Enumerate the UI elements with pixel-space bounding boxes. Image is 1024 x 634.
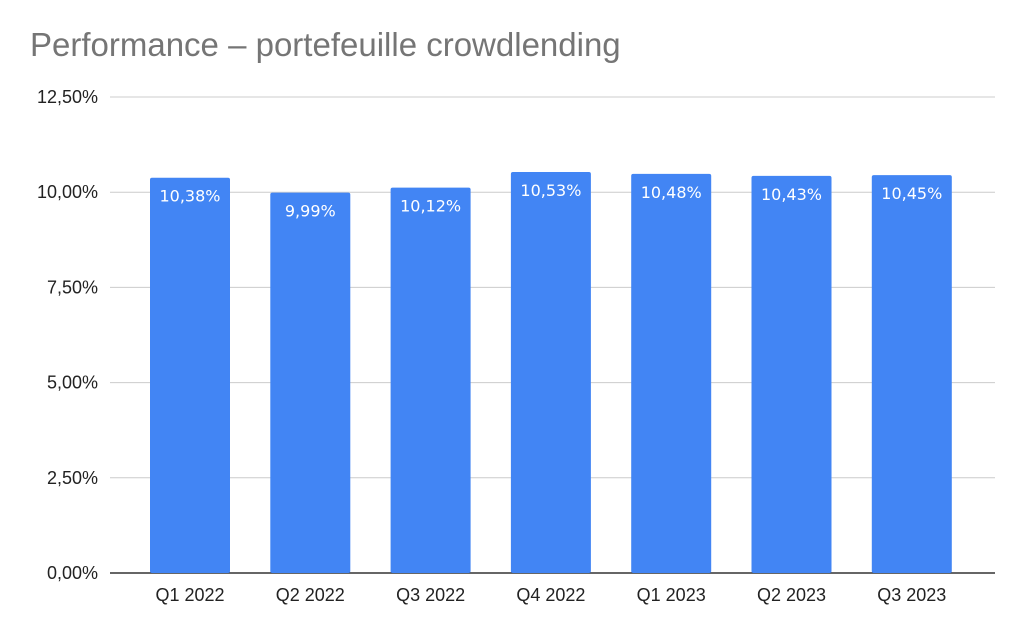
bar xyxy=(150,177,230,573)
y-tick-label: 12,50% xyxy=(37,87,98,107)
bar xyxy=(631,173,712,573)
x-tick-label: Q1 2022 xyxy=(155,585,224,605)
y-tick-label: 5,00% xyxy=(47,373,98,393)
data-label: 10,43% xyxy=(761,185,822,204)
y-tick-label: 10,00% xyxy=(37,182,98,202)
y-tick-label: 0,00% xyxy=(47,563,98,583)
x-tick-label: Q1 2023 xyxy=(637,585,706,605)
bar xyxy=(510,172,591,574)
x-tick-label: Q3 2023 xyxy=(877,585,946,605)
data-label: 10,38% xyxy=(159,187,220,206)
x-tick-label: Q2 2023 xyxy=(757,585,826,605)
y-tick-label: 2,50% xyxy=(47,468,98,488)
x-tick-label: Q4 2022 xyxy=(516,585,585,605)
x-tick-label: Q3 2022 xyxy=(396,585,465,605)
data-label: 10,12% xyxy=(400,197,461,216)
bar xyxy=(751,175,832,573)
y-tick-label: 7,50% xyxy=(47,277,98,297)
bar xyxy=(871,175,952,573)
x-axis-tick-labels: Q1 2022 Q2 2022 Q3 2022 Q4 2022 Q1 2023 Q2 20… xyxy=(155,585,946,605)
y-axis-tick-labels: 0,00% 2,50% 5,00% 7,50% 10,00% 12,50% xyxy=(37,87,98,583)
data-labels: 10,38% 9,99% 10,12% 10,53% 10,48% 10,43% 10,45… xyxy=(159,181,942,221)
bar xyxy=(390,187,471,573)
data-label: 10,53% xyxy=(520,181,581,200)
data-label: 10,48% xyxy=(641,183,702,202)
bars xyxy=(150,172,952,574)
data-label: 9,99% xyxy=(285,202,336,221)
x-tick-label: Q2 2022 xyxy=(276,585,345,605)
bar xyxy=(270,192,351,573)
chart-title: Performance – portefeuille crowdlending xyxy=(30,26,621,63)
data-label: 10,45% xyxy=(881,184,942,203)
